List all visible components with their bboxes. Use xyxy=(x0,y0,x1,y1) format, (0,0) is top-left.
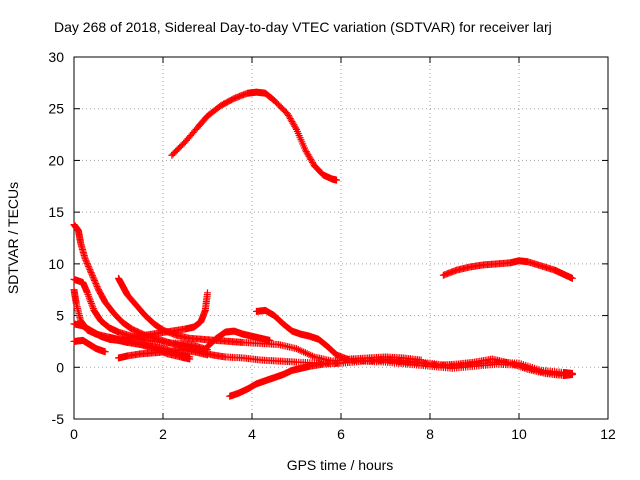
data-point-marker xyxy=(90,275,98,283)
data-point-marker xyxy=(86,266,94,274)
data-point-marker xyxy=(86,267,94,275)
series-arc-f xyxy=(115,274,425,365)
x-tick-label: 4 xyxy=(248,426,256,442)
series-arc-high xyxy=(168,88,341,184)
series-arc-e xyxy=(70,336,109,356)
data-point-marker xyxy=(88,272,96,280)
x-tick-label: 8 xyxy=(426,426,434,442)
data-point-marker xyxy=(81,255,89,263)
data-point-marker xyxy=(568,274,576,282)
data-point-marker xyxy=(568,371,576,379)
data-point-marker xyxy=(87,269,95,277)
data-point-marker xyxy=(84,261,92,269)
series-arc-i xyxy=(204,327,274,351)
series-arc-k xyxy=(226,357,567,400)
data-point-marker xyxy=(85,264,93,272)
x-tick-label: 6 xyxy=(337,426,345,442)
data-point-marker xyxy=(90,276,98,284)
data-point-marker xyxy=(82,258,90,266)
x-tick-label: 2 xyxy=(159,426,167,442)
data-point-marker xyxy=(204,289,211,297)
series-arc-right xyxy=(439,257,576,282)
data-point-marker xyxy=(333,176,341,184)
data-point-marker xyxy=(93,283,101,291)
data-point-marker xyxy=(292,124,300,132)
y-tick-label: 25 xyxy=(48,101,64,117)
data-series xyxy=(70,88,576,400)
data-point-marker xyxy=(91,278,99,286)
x-tick-label: 0 xyxy=(70,426,78,442)
data-point-marker xyxy=(89,273,97,281)
axis-ticks: 0 2 4 6 8 10 12 -5 0 5 10 15 20 25 30 xyxy=(48,49,616,442)
series-arc-g xyxy=(115,346,211,362)
data-point-marker xyxy=(204,351,211,359)
y-tick-label: 15 xyxy=(48,204,64,220)
data-point-marker xyxy=(92,281,100,289)
x-tick-label: 10 xyxy=(511,426,527,442)
series-arc-h xyxy=(115,289,211,344)
y-tick-label: 5 xyxy=(56,308,64,324)
y-tick-label: 0 xyxy=(56,359,64,375)
y-axis-label: SDTVAR / TECUs xyxy=(5,182,21,294)
data-point-marker xyxy=(82,256,90,264)
data-point-marker xyxy=(84,262,92,270)
data-point-marker xyxy=(560,369,567,377)
data-point-marker xyxy=(88,270,96,278)
chart-title: Day 268 of 2018, Sidereal Day-to-day VTE… xyxy=(54,19,552,35)
x-tick-label: 12 xyxy=(600,426,616,442)
data-point-marker xyxy=(101,348,109,356)
y-tick-label: 20 xyxy=(48,152,64,168)
y-tick-label: 30 xyxy=(48,49,64,65)
data-point-marker xyxy=(266,336,274,344)
x-axis-label: GPS time / hours xyxy=(287,457,394,473)
y-tick-label: 10 xyxy=(48,256,64,272)
data-point-marker xyxy=(92,280,100,288)
data-point-marker xyxy=(83,259,91,267)
y-tick-label: -5 xyxy=(52,411,65,427)
series-arc-j xyxy=(252,306,576,380)
